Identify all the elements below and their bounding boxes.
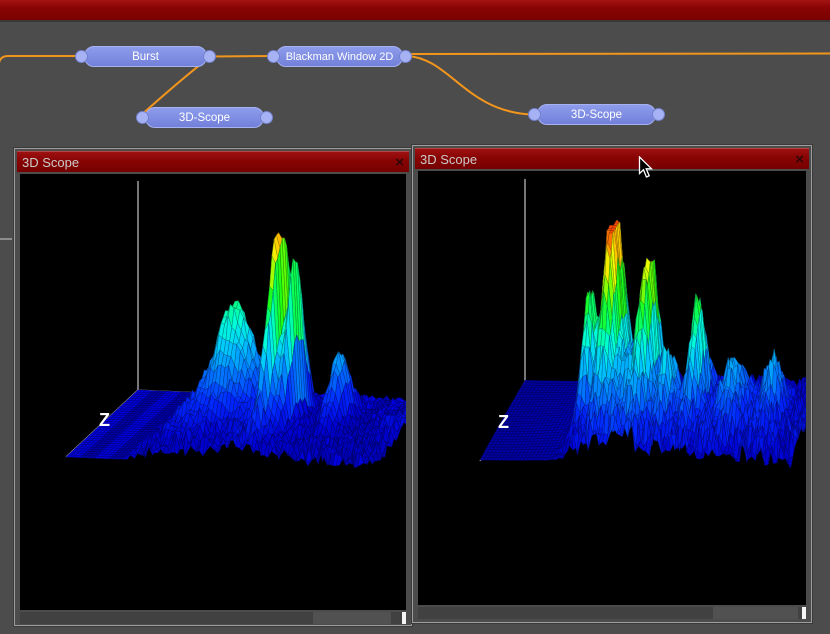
scope-3d-view[interactable]: Z <box>418 171 806 605</box>
wire-blackman-out-to-right-edge[interactable] <box>406 52 830 55</box>
h-scrollbar-thumb[interactable] <box>802 607 806 619</box>
close-icon[interactable]: × <box>395 153 404 171</box>
canvas-edge-line <box>0 238 12 240</box>
z-axis-label: Z <box>99 410 110 430</box>
window-titlebar[interactable]: 3D Scope × <box>17 151 409 172</box>
h-scrollbar-segment[interactable] <box>712 607 799 619</box>
node-blackman-window-2d[interactable]: Blackman Window 2D <box>267 46 412 67</box>
surface-plot[interactable]: Z <box>418 171 806 605</box>
scope-3d-view[interactable]: Z <box>20 174 406 610</box>
input-port[interactable] <box>75 50 88 63</box>
z-axis-label: Z <box>498 412 509 432</box>
node-label: 3D-Scope <box>178 111 231 124</box>
window-title: 3D Scope <box>22 154 80 170</box>
app-titlebar[interactable] <box>0 0 830 22</box>
node-label: 3D-Scope <box>570 108 623 121</box>
window-titlebar[interactable]: 3D Scope × <box>415 148 809 169</box>
output-port[interactable] <box>260 111 273 124</box>
h-scrollbar-thumb[interactable] <box>402 612 406 624</box>
h-scrollbar[interactable] <box>20 612 406 624</box>
input-port[interactable] <box>528 108 541 121</box>
wire-burst-out-to-blackman-in[interactable] <box>210 55 273 58</box>
window-title: 3D Scope <box>420 151 478 167</box>
surface-plot[interactable]: Z <box>20 174 406 610</box>
input-port[interactable] <box>136 111 149 124</box>
node-label: Blackman Window 2D <box>285 50 394 63</box>
scope-window-right: 3D Scope × Z <box>412 145 812 623</box>
node-burst[interactable]: Burst <box>75 46 216 67</box>
output-port[interactable] <box>399 50 412 63</box>
output-port[interactable] <box>652 108 665 121</box>
input-port[interactable] <box>267 50 280 63</box>
wire-blackman-out-to-scope2-in[interactable] <box>406 55 533 116</box>
node-3d-scope-right[interactable]: 3D-Scope <box>528 104 665 125</box>
close-icon[interactable]: × <box>795 150 804 168</box>
wire-offscreen-left-to-burst-in[interactable] <box>0 55 81 64</box>
h-scrollbar-segment[interactable] <box>313 612 391 624</box>
h-scrollbar[interactable] <box>418 607 806 619</box>
output-port[interactable] <box>203 50 216 63</box>
node-3d-scope-left[interactable]: 3D-Scope <box>136 107 273 128</box>
scope-window-left: 3D Scope × Z <box>14 148 412 626</box>
node-label: Burst <box>132 50 159 63</box>
